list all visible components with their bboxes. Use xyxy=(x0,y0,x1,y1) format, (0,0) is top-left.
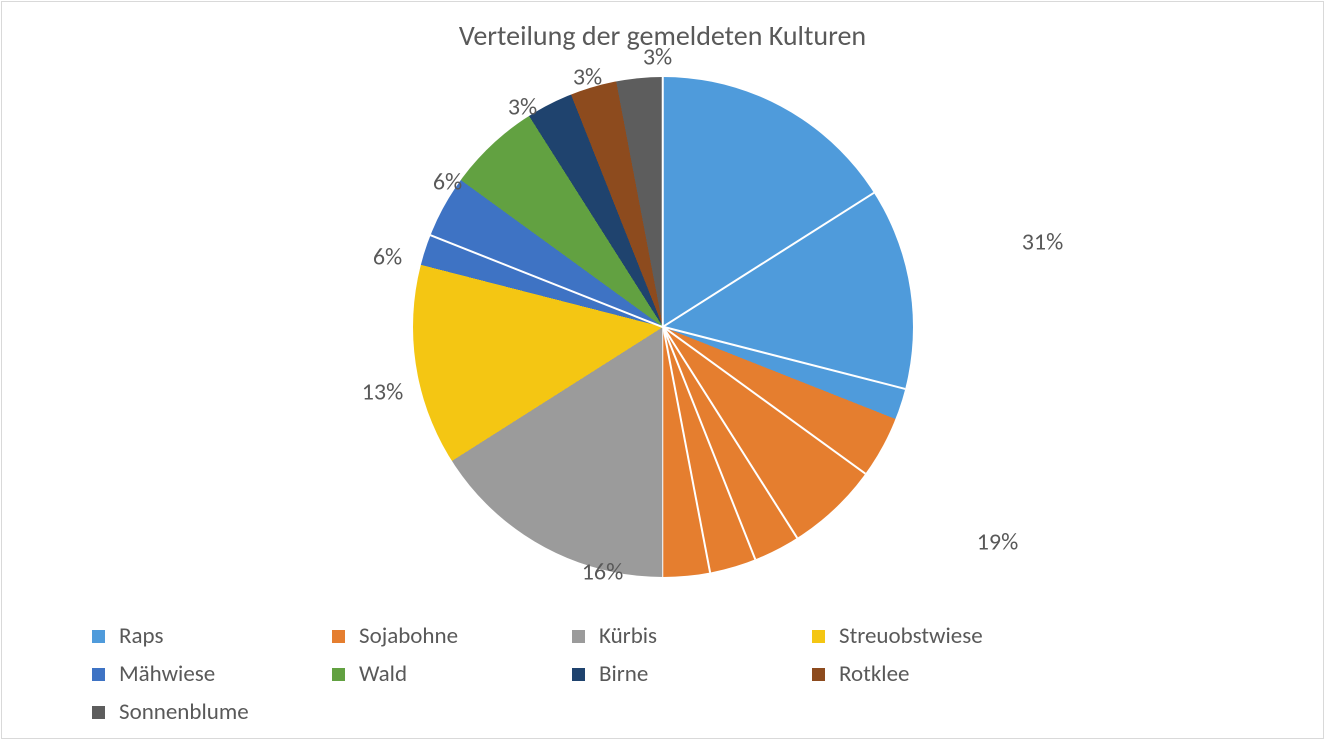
legend-item: Wald xyxy=(332,660,572,688)
slice-label: 6% xyxy=(373,243,402,272)
legend-item: Rotklee xyxy=(812,660,1052,688)
legend-swatch xyxy=(332,630,345,643)
legend-label: Streuobstwiese xyxy=(839,622,983,650)
legend-label: Raps xyxy=(119,622,163,650)
legend-label: Rotklee xyxy=(839,660,909,688)
pie-wrap: 31%19%16%13%6%6%3%3%3% xyxy=(2,77,1323,577)
chart-container: Verteilung der gemeldeten Kulturen 31%19… xyxy=(1,1,1324,739)
legend-swatch xyxy=(332,668,345,681)
slice-label: 3% xyxy=(643,43,672,72)
slice-label: 3% xyxy=(573,63,602,92)
slice-label: 6% xyxy=(433,168,462,197)
slice-label: 3% xyxy=(508,93,537,122)
slice-separator xyxy=(430,234,663,327)
slice-label: 31% xyxy=(1022,228,1063,257)
legend-label: Wald xyxy=(359,660,407,688)
legend-swatch xyxy=(812,668,825,681)
legend-label: Sojabohne xyxy=(359,622,458,650)
legend-item: Raps xyxy=(92,622,332,650)
legend-swatch xyxy=(572,668,585,681)
slice-separator xyxy=(662,77,664,327)
slice-label: 13% xyxy=(362,378,403,407)
slice-separator xyxy=(662,192,874,327)
legend-item: Mähwiese xyxy=(92,660,332,688)
slice-label: 16% xyxy=(582,558,623,587)
legend: Raps Sojabohne Kürbis Streuobstwiese Mähwies… xyxy=(92,622,1263,726)
pie-chart: 31%19%16%13%6%6%3%3%3% xyxy=(413,77,913,577)
legend-item: Kürbis xyxy=(572,622,812,650)
legend-swatch xyxy=(92,668,105,681)
slice-separator xyxy=(662,326,905,390)
legend-label: Mähwiese xyxy=(119,660,215,688)
legend-swatch xyxy=(92,630,105,643)
legend-label: Sonnenblume xyxy=(119,698,249,726)
legend-swatch xyxy=(812,630,825,643)
legend-swatch xyxy=(92,706,105,719)
slice-separator xyxy=(662,327,664,577)
legend-item: Sonnenblume xyxy=(92,698,332,726)
legend-swatch xyxy=(572,630,585,643)
legend-label: Birne xyxy=(599,660,648,688)
legend-item: Streuobstwiese xyxy=(812,622,1052,650)
legend-item: Birne xyxy=(572,660,812,688)
slice-label: 19% xyxy=(977,528,1018,557)
legend-label: Kürbis xyxy=(599,622,657,650)
legend-item: Sojabohne xyxy=(332,622,572,650)
